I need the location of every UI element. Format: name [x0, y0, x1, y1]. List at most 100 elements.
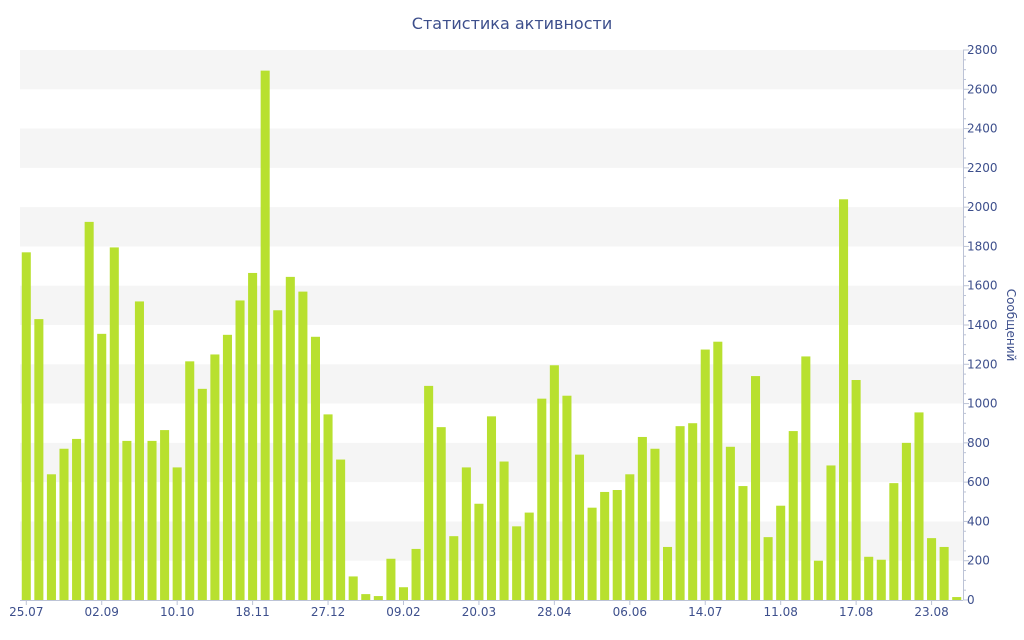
bar[interactable]: [851, 380, 861, 600]
bar[interactable]: [21, 252, 31, 600]
y-tick-label: 2600: [967, 82, 998, 96]
grid-band: [20, 285, 963, 325]
bar[interactable]: [34, 319, 44, 600]
bar[interactable]: [499, 461, 509, 600]
bar[interactable]: [411, 548, 421, 600]
bar[interactable]: [839, 199, 849, 601]
bar[interactable]: [650, 448, 660, 600]
bar[interactable]: [763, 537, 773, 600]
bar[interactable]: [549, 365, 559, 600]
y-axis: 0 200 400 600 800 1000 1200 1400 1600 1800 2000 220…: [963, 43, 998, 607]
bar[interactable]: [46, 474, 56, 600]
x-tick-label: 14.07: [688, 605, 722, 619]
bar[interactable]: [84, 221, 94, 601]
bar[interactable]: [725, 446, 735, 600]
x-tick-label: 27.12: [311, 605, 345, 619]
bar[interactable]: [801, 356, 811, 600]
bar[interactable]: [97, 333, 107, 600]
bar[interactable]: [436, 427, 446, 600]
bars: [21, 70, 962, 601]
bar[interactable]: [751, 376, 761, 600]
bar[interactable]: [59, 448, 69, 600]
bar[interactable]: [285, 276, 295, 601]
bar[interactable]: [185, 361, 195, 600]
bar[interactable]: [424, 385, 434, 600]
bar[interactable]: [587, 507, 597, 600]
bar[interactable]: [876, 559, 886, 600]
bar[interactable]: [336, 459, 346, 600]
bar[interactable]: [373, 596, 383, 600]
bar[interactable]: [512, 526, 522, 600]
bar[interactable]: [562, 395, 572, 600]
bar[interactable]: [386, 558, 396, 600]
bar[interactable]: [927, 538, 937, 601]
bar[interactable]: [474, 503, 484, 600]
bar[interactable]: [398, 587, 409, 600]
bar[interactable]: [788, 431, 798, 600]
bar[interactable]: [600, 491, 610, 600]
bar[interactable]: [361, 594, 371, 600]
bar[interactable]: [813, 560, 823, 600]
y-tick-label: 1800: [967, 239, 998, 253]
x-tick-label: 06.06: [613, 605, 647, 619]
bar[interactable]: [663, 546, 673, 600]
bar[interactable]: [574, 454, 585, 600]
bar[interactable]: [675, 426, 685, 600]
bar[interactable]: [461, 467, 471, 600]
bar[interactable]: [952, 597, 962, 600]
grid-band: [20, 207, 963, 247]
x-tick-label: 02.09: [85, 605, 119, 619]
x-tick-label: 10.10: [160, 605, 194, 619]
bar[interactable]: [449, 536, 459, 600]
bar[interactable]: [72, 438, 82, 600]
x-tick-label: 20.03: [462, 605, 496, 619]
bar[interactable]: [273, 310, 283, 600]
bar[interactable]: [713, 341, 723, 600]
bar[interactable]: [524, 512, 534, 600]
bar[interactable]: [889, 483, 899, 601]
bar[interactable]: [625, 474, 635, 600]
bar[interactable]: [864, 556, 874, 600]
y-tick-label: 2000: [967, 200, 998, 214]
bar[interactable]: [486, 416, 497, 600]
grid-band: [20, 364, 963, 404]
bar[interactable]: [348, 576, 358, 600]
bar[interactable]: [248, 272, 258, 600]
bar[interactable]: [537, 398, 547, 600]
y-tick-label: 400: [967, 514, 990, 528]
grid-band: [20, 128, 963, 168]
y-tick-label: 2400: [967, 122, 998, 136]
bar[interactable]: [147, 440, 157, 600]
y-tick-label: 1000: [967, 397, 998, 411]
y-tick-label: 1400: [967, 318, 998, 332]
bar[interactable]: [738, 486, 748, 600]
bar[interactable]: [688, 423, 698, 600]
bar[interactable]: [826, 465, 836, 600]
bar[interactable]: [222, 334, 232, 600]
bar[interactable]: [901, 442, 911, 600]
bar[interactable]: [197, 388, 207, 600]
bar[interactable]: [109, 247, 119, 600]
bar[interactable]: [122, 440, 132, 600]
y-tick-label: 1600: [967, 279, 998, 293]
bar[interactable]: [134, 301, 144, 600]
bar[interactable]: [637, 436, 647, 600]
bar[interactable]: [939, 546, 949, 600]
y-tick-label: 600: [967, 475, 990, 489]
bar[interactable]: [310, 336, 320, 600]
bar[interactable]: [260, 70, 270, 601]
y-tick-label: 0: [967, 593, 975, 607]
bar[interactable]: [323, 414, 333, 601]
bar[interactable]: [160, 430, 170, 600]
bar[interactable]: [700, 349, 710, 600]
bar[interactable]: [914, 412, 924, 600]
bar[interactable]: [235, 300, 245, 600]
x-tick-label: 11.08: [764, 605, 798, 619]
x-tick-label: 17.08: [839, 605, 873, 619]
x-tick-label: 18.11: [235, 605, 269, 619]
bar[interactable]: [612, 490, 622, 600]
bar[interactable]: [298, 291, 308, 600]
bar[interactable]: [172, 467, 182, 600]
bar[interactable]: [210, 354, 220, 600]
bar[interactable]: [776, 505, 786, 600]
